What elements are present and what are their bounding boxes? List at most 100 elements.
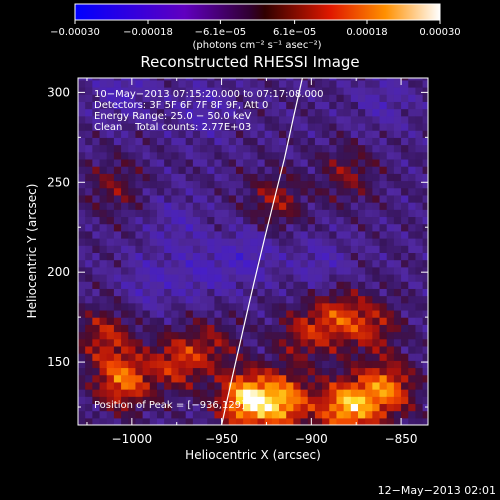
heatmap-cell (286, 324, 294, 333)
heatmap-cell (192, 331, 201, 340)
heatmap-cell (235, 130, 244, 138)
heatmap-cell (264, 324, 273, 333)
heatmap-cell (185, 317, 194, 325)
heatmap-cell (250, 302, 259, 311)
heatmap-cell (293, 108, 302, 117)
heatmap-cell (135, 360, 144, 369)
heatmap-cell (99, 309, 108, 318)
heatmap-cell (386, 79, 395, 88)
heatmap-cell (250, 360, 259, 369)
heatmap-cell (329, 79, 338, 88)
heatmap-cell (164, 115, 172, 124)
heatmap-cell (386, 115, 395, 124)
heatmap-cell (336, 403, 345, 412)
heatmap-cell (99, 144, 108, 153)
heatmap-cell (264, 252, 273, 261)
heatmap-cell (121, 389, 129, 397)
heatmap-cell (221, 396, 230, 405)
heatmap-cell (92, 410, 101, 419)
heatmap-cell (121, 86, 129, 95)
heatmap-cell (250, 187, 259, 196)
heatmap-cell (343, 295, 352, 304)
heatmap-cell (401, 281, 409, 289)
heatmap-cell (422, 202, 428, 210)
heatmap-cell (343, 367, 352, 376)
heatmap-cell (207, 295, 216, 304)
heatmap-cell (128, 245, 137, 253)
heatmap-cell (85, 79, 93, 88)
annotation-energy-range: Energy Range: 25.0 − 50.0 keV (94, 111, 251, 122)
heatmap-cell (106, 202, 115, 210)
heatmap-cell (85, 353, 93, 361)
heatmap-cell (336, 194, 345, 203)
solar-limb (221, 78, 303, 425)
heatmap-cell (214, 281, 223, 289)
heatmap-cell (85, 338, 93, 347)
heatmap-cell (415, 130, 424, 138)
heatmap-cell (113, 108, 122, 117)
heatmap-cell (257, 151, 266, 160)
heatmap-cell (379, 302, 388, 311)
heatmap-cell (164, 122, 172, 131)
solar-limb-line (221, 78, 303, 425)
heatmap-cell (85, 166, 93, 174)
heatmap-cell (99, 295, 108, 304)
heatmap-cell (293, 252, 302, 261)
heatmap-cell (408, 202, 417, 210)
heatmap-cell (336, 389, 345, 397)
heatmap-cell (372, 137, 381, 146)
heatmap-cell (156, 288, 165, 297)
heatmap-cell (307, 288, 316, 297)
heatmap-cell (350, 108, 359, 117)
heatmap-cell (156, 130, 165, 138)
heatmap-cell (200, 295, 208, 304)
heatmap-cell (343, 166, 352, 174)
heatmap-cell (207, 94, 216, 102)
heatmap-cell (372, 173, 381, 182)
heatmap-cell (286, 122, 294, 131)
heatmap-cell (307, 180, 316, 189)
heatmap-cell (365, 230, 373, 239)
heatmap-cell (393, 309, 402, 318)
heatmap-cell (221, 374, 230, 383)
heatmap-cell (393, 187, 402, 196)
heatmap-cell (329, 252, 338, 261)
heatmap-cell (99, 158, 108, 167)
heatmap-cell (250, 209, 259, 218)
heatmap-cell (78, 209, 86, 218)
heatmap-cell (214, 245, 223, 253)
heatmap-cell (85, 410, 93, 419)
heatmap-cell (379, 288, 388, 297)
heatmap-cell (329, 389, 338, 397)
heatmap-cell (386, 130, 395, 138)
heatmap-cell (386, 324, 395, 333)
heatmap-cell (415, 403, 424, 412)
heatmap-cell (336, 367, 345, 376)
heatmap-cell (264, 94, 273, 102)
heatmap-cell (142, 78, 151, 81)
plot-frame (77, 77, 429, 426)
heatmap-cell (358, 79, 366, 88)
heatmap-cell (350, 345, 359, 354)
heatmap-cell (113, 238, 122, 246)
heatmap-cell (106, 79, 115, 88)
heatmap-cell (99, 302, 108, 311)
colorbar-tick-label: 6.1e−05 (273, 27, 316, 38)
heatmap-cell (307, 338, 316, 347)
heatmap-cell (386, 288, 395, 297)
heatmap-cell (386, 122, 395, 131)
heatmap-cell (343, 374, 352, 383)
heatmap-cell (286, 353, 294, 361)
heatmap-cell (286, 309, 294, 318)
heatmap-cell (350, 309, 359, 318)
heatmap-cell (422, 345, 428, 354)
heatmap-cell (393, 216, 402, 225)
heatmap-cell (257, 410, 266, 419)
heatmap-cell (408, 367, 417, 376)
heatmap-cell (422, 86, 428, 95)
heatmap-cell (85, 273, 93, 282)
heatmap-cell (113, 317, 122, 325)
heatmap-cell (300, 78, 309, 81)
heatmap-cell (171, 417, 180, 425)
heatmap-cell (142, 151, 151, 160)
